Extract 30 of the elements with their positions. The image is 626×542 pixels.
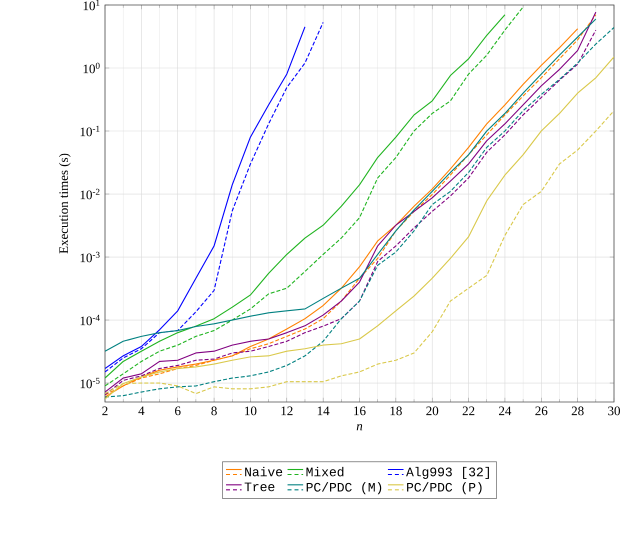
x-tick-label: 2 [102, 406, 108, 416]
x-tick-label: 6 [175, 406, 181, 416]
x-tick-label: 30 [608, 406, 620, 416]
y-tick-label: 10$^{1}$ [84, 0, 100, 10]
x-tick-label: 26 [535, 406, 548, 416]
x-tick-label: 24 [499, 406, 512, 416]
y-tick-label: 10$^{-5}$ [80, 378, 100, 388]
x-tick-label: 8 [211, 406, 217, 416]
y-tick-label: 10$^{-1}$ [80, 126, 100, 136]
legend-label: Naive [245, 466, 282, 476]
x-tick-label: 16 [354, 406, 366, 416]
legend-label: Mixed [306, 466, 344, 476]
legend-label: Tree [244, 482, 274, 492]
x-tick-label: 28 [572, 406, 584, 416]
x-tick-label: 18 [390, 406, 402, 416]
y-tick-label: 10$^{0}$ [84, 62, 100, 74]
x-tick-label: 4 [138, 406, 144, 416]
legend-label: PC/PDC (P) [407, 482, 482, 494]
legend-label: Alg993 [32] [406, 466, 489, 479]
y-tick-label: 10$^{-2}$ [80, 188, 100, 200]
y-tick-label: 10$^{-3}$ [80, 252, 100, 262]
x-tick-label: 12 [281, 406, 293, 416]
x-tick-label: 10 [245, 406, 256, 416]
x-axis-title: n [356, 424, 362, 430]
y-tick-label: 10$^{-4}$ [80, 314, 100, 326]
x-tick-label: 20 [426, 406, 438, 416]
x-tick-label: 14 [318, 406, 330, 416]
x-tick-label: 22 [462, 406, 474, 416]
legend-label: PC/PDC (M) [306, 482, 382, 494]
y-axis-title: Execution times (s) [58, 154, 71, 254]
